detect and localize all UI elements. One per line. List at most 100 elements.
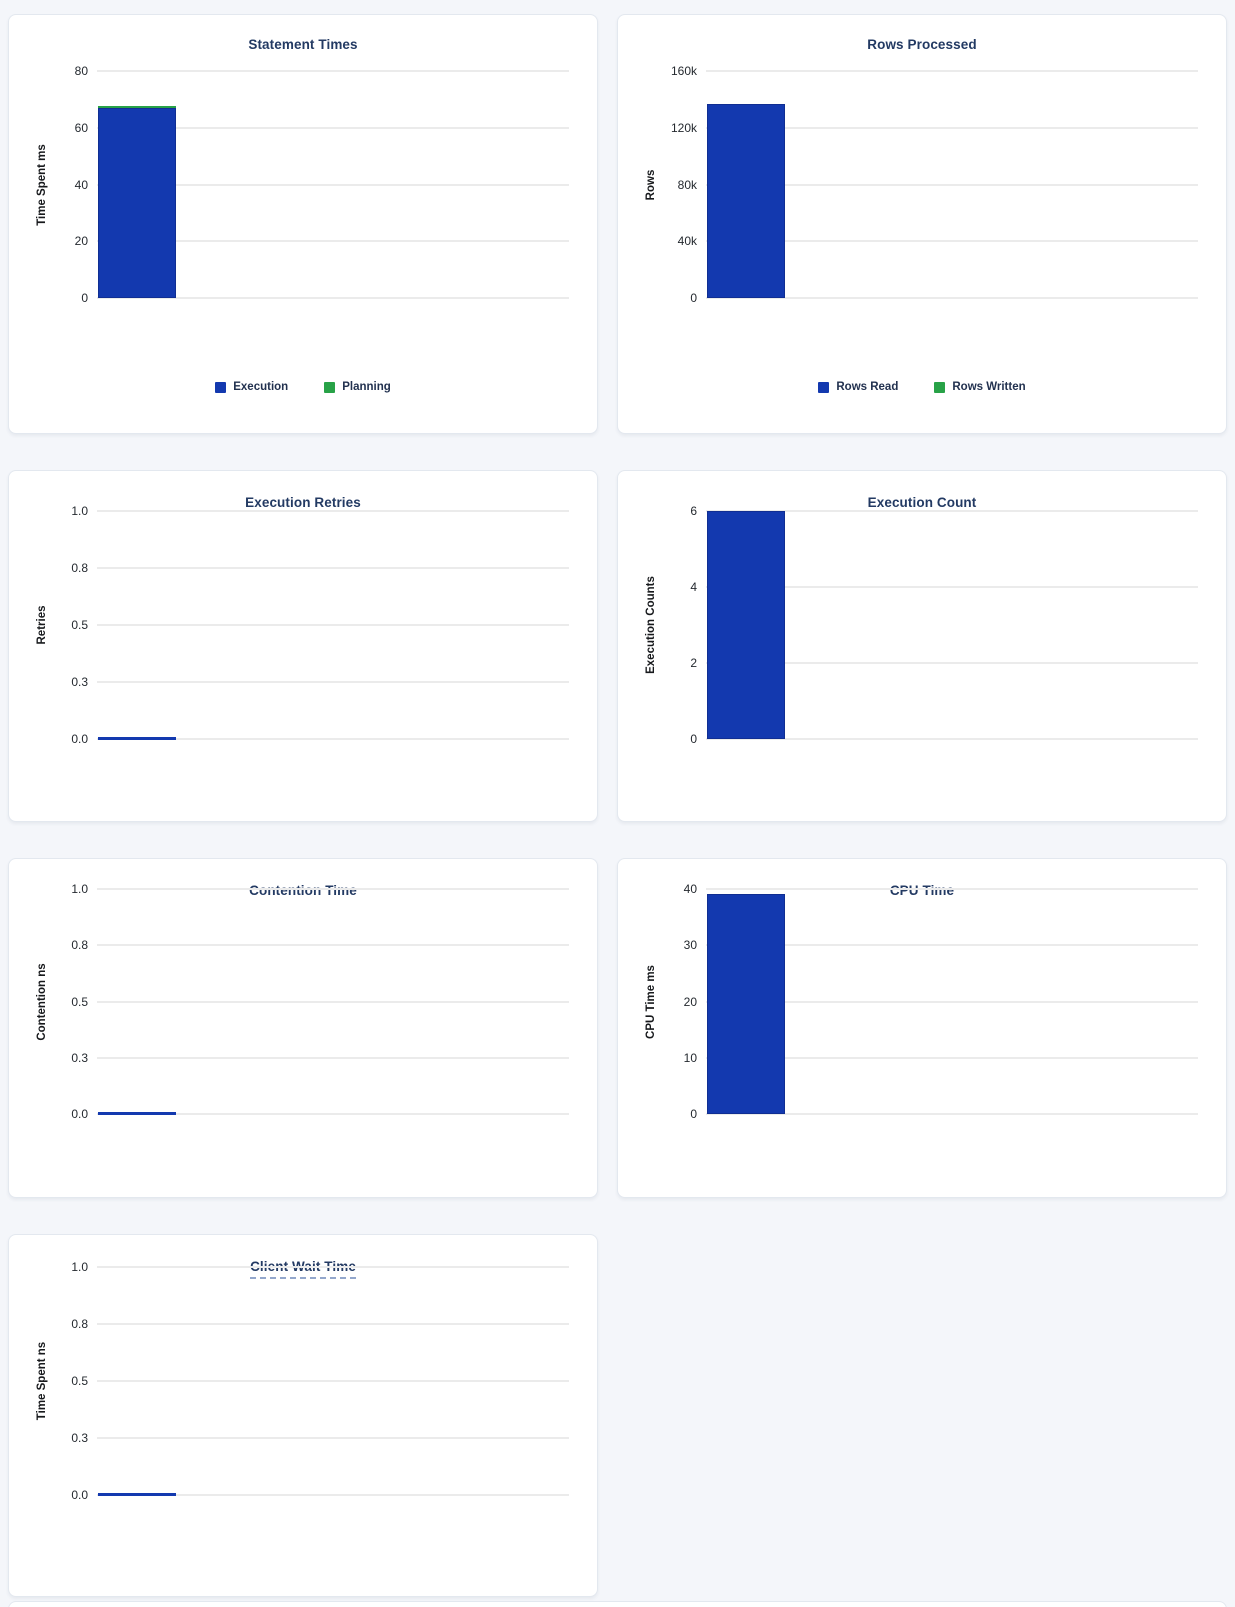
- y-axis-label: Time Spent ms: [36, 143, 48, 226]
- chart-title: Statement Times: [248, 37, 358, 52]
- gridline: [706, 183, 1198, 186]
- gridline: [706, 1113, 1198, 1115]
- chart-title: Contention Time: [249, 883, 357, 898]
- y-tick-label: 0: [81, 291, 88, 305]
- gridline: [706, 661, 1198, 664]
- gridline: [706, 1000, 1198, 1003]
- bar-segment: [98, 105, 176, 108]
- gridline: [97, 510, 569, 512]
- y-tick-label: 40k: [677, 234, 697, 249]
- y-tick-label: 20: [683, 994, 697, 1009]
- gridline: [97, 183, 569, 186]
- bar-segment: [707, 511, 785, 739]
- y-tick-label: 0.5: [71, 994, 88, 1009]
- gridline: [97, 1113, 569, 1115]
- y-tick-label: 60: [74, 120, 88, 135]
- legend-label: Rows Read: [836, 381, 899, 393]
- y-tick-label: 6: [690, 504, 697, 518]
- y-axis-label: Time Spent ns: [36, 1341, 48, 1421]
- y-tick-label: 1.0: [71, 504, 88, 518]
- gridline: [97, 1056, 569, 1059]
- legend-item-planning[interactable]: Planning: [324, 381, 391, 393]
- gridline: [97, 738, 569, 740]
- chart-plot-area: 0.0 0.3 0.5 0.8 1.0: [71, 882, 569, 1121]
- y-tick-label: 1.0: [71, 882, 88, 896]
- gridline: [706, 297, 1198, 299]
- y-tick-label: 0.0: [71, 1488, 88, 1502]
- bar-segment: [98, 107, 176, 298]
- gridline: [706, 585, 1198, 588]
- bar-segment: [707, 893, 785, 1114]
- y-tick-label: 0.3: [71, 1050, 88, 1065]
- gridline: [97, 567, 569, 569]
- y-tick-label: 40: [683, 882, 697, 896]
- gridline: [97, 297, 569, 299]
- y-tick-label: 10: [683, 1050, 697, 1065]
- y-tick-label: 30: [683, 938, 697, 953]
- chart-legend: Rows Read Rows Written: [618, 381, 1226, 393]
- chart-plot-area: 0 10 20 30 40: [684, 882, 1198, 1121]
- gridline: [97, 1266, 569, 1268]
- gridline: [706, 1056, 1198, 1059]
- chart-plot-area: 0 2 4 6: [690, 504, 1198, 746]
- execution-retries-card: Execution Retries Retries 0.0 0.3 0.5 0.8 1.…: [8, 470, 598, 822]
- y-axis-label: CPU Time ms: [645, 964, 657, 1039]
- gridline: [706, 240, 1198, 243]
- legend-swatch-icon: [215, 381, 227, 393]
- cpu-time-card: CPU Time CPU Time ms 0 10 20 30 40: [617, 858, 1227, 1198]
- y-tick-label: 0: [690, 291, 697, 305]
- y-axis-label: Execution Counts: [645, 576, 657, 674]
- client-wait-time-card: Client Wait Time Time Spent ns 0.0 0.3 0.5…: [8, 1234, 598, 1597]
- contention-time-card: Contention Time Contention ns 0.0 0.3 0.5 0…: [8, 858, 598, 1198]
- y-axis-label: Contention ns: [36, 962, 48, 1041]
- zero-value-bar: [98, 737, 176, 740]
- gridline: [97, 681, 569, 683]
- gridline: [97, 888, 569, 890]
- y-tick-label: 0.5: [71, 618, 88, 632]
- legend-item-rows-read[interactable]: Rows Read: [818, 381, 898, 393]
- y-tick-label: 0.8: [71, 1317, 88, 1331]
- y-axis-label: Retries: [36, 605, 48, 645]
- chart-plot-area: 0.0 0.3 0.5 0.8 1.0: [71, 504, 569, 746]
- y-tick-label: 0: [690, 732, 697, 746]
- gridline: [97, 70, 569, 72]
- bar-segment: [707, 103, 785, 298]
- y-tick-label: 1.0: [71, 1260, 88, 1274]
- gridline: [97, 1494, 569, 1496]
- chart-plot-area: 0.0 0.3 0.5 0.8 1.0: [71, 1260, 569, 1502]
- y-tick-label: 80k: [677, 177, 697, 192]
- zero-value-bar: [98, 1112, 176, 1115]
- y-axis-label: Rows: [645, 169, 657, 200]
- zero-value-bar: [98, 1493, 176, 1496]
- legend-swatch-icon: [818, 381, 830, 393]
- y-tick-label: 2: [690, 655, 697, 670]
- gridline: [97, 624, 569, 626]
- chart-title: Rows Processed: [867, 37, 977, 52]
- gridline: [706, 888, 1198, 890]
- y-tick-label: 20: [74, 234, 88, 249]
- gridline: [97, 1380, 569, 1382]
- y-tick-label: 0.5: [71, 1374, 88, 1388]
- gridline: [97, 1437, 569, 1439]
- y-tick-label: 80: [74, 64, 88, 78]
- y-tick-label: 0.8: [71, 561, 88, 575]
- statement-times-card: Statement Times Time Spent ms 0 20 40 60 80 …: [8, 14, 598, 434]
- y-tick-label: 120k: [670, 120, 697, 135]
- y-tick-label: 4: [690, 579, 697, 594]
- legend-label: Rows Written: [952, 381, 1026, 393]
- y-tick-label: 40: [74, 177, 88, 192]
- gridline: [706, 510, 1198, 512]
- gridline: [97, 240, 569, 243]
- gridline: [706, 738, 1198, 740]
- legend-item-rows-written[interactable]: Rows Written: [934, 381, 1026, 393]
- chart-legend: Execution Planning: [9, 381, 597, 393]
- y-tick-label: 160k: [670, 64, 697, 78]
- gridline: [97, 126, 569, 129]
- legend-swatch-icon: [324, 381, 336, 393]
- legend-item-execution[interactable]: Execution: [215, 381, 288, 393]
- y-tick-label: 0.8: [71, 938, 88, 953]
- legend-label: Planning: [342, 381, 391, 393]
- chart-title: CPU Time: [889, 883, 955, 898]
- gridline: [706, 126, 1198, 129]
